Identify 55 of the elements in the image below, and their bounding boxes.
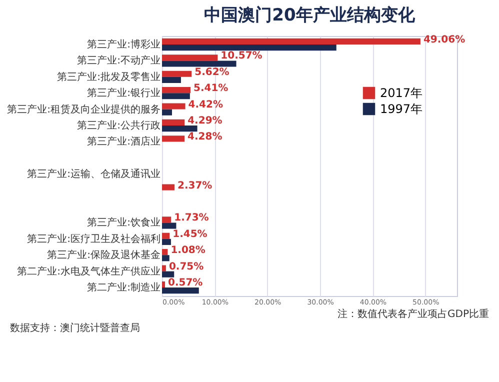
data-label: 1.45% xyxy=(172,228,208,240)
bar xyxy=(162,249,168,256)
y-tick-label: 第三产业:租赁及向企业提供的服务 xyxy=(7,103,160,116)
data-label: 0.57% xyxy=(168,277,203,288)
bar xyxy=(162,54,218,61)
data-label: 10.57% xyxy=(220,50,262,62)
y-tick-label: 第三产业:运输、仓储及通讯业 xyxy=(27,168,160,180)
data-label: 2.37% xyxy=(177,180,212,192)
y-tick-label: 第三产业:博彩业 xyxy=(87,38,160,51)
bar xyxy=(162,222,176,229)
y-tick-label: 第二产业:制造业 xyxy=(87,281,160,294)
bar xyxy=(162,184,174,190)
bar xyxy=(162,109,172,116)
y-tick-label: 第三产业:医疗卫生及社会福利 xyxy=(27,232,160,245)
data-label: 0.75% xyxy=(168,261,204,272)
bar xyxy=(162,70,192,77)
data-label: 1.08% xyxy=(170,245,206,256)
y-tick-label: 第三产业:酒店业 xyxy=(87,136,160,148)
chart-title: 中国澳门20年产业结构变化 xyxy=(204,5,416,26)
data-label: 4.42% xyxy=(188,99,223,110)
bar xyxy=(162,38,420,45)
y-tick-label: 第三产业:保险及退休基金 xyxy=(47,249,160,262)
bar xyxy=(162,60,236,67)
legend-label: 1997年 xyxy=(380,102,423,116)
bar xyxy=(162,238,171,245)
data-label: 49.06% xyxy=(423,34,466,46)
y-tick-label: 第三产业:饮食业 xyxy=(87,216,160,229)
bar xyxy=(162,93,190,100)
bar xyxy=(162,287,199,294)
data-label: 5.41% xyxy=(194,83,228,94)
legend-label: 2017年 xyxy=(380,86,423,100)
y-tick-label: 第二产业:水电及气体生产供应业 xyxy=(17,265,160,278)
bar xyxy=(162,136,185,142)
bar xyxy=(162,126,198,132)
y-tick-label: 第三产业:不动产业 xyxy=(77,54,160,67)
bar xyxy=(162,265,166,272)
bar xyxy=(162,76,181,83)
bar xyxy=(162,119,185,126)
bar xyxy=(162,44,336,51)
data-label: 4.29% xyxy=(188,115,222,126)
bar xyxy=(162,216,172,223)
data-label: 4.28% xyxy=(188,132,222,143)
bar xyxy=(162,87,190,94)
y-tick-label: 第三产业:银行业 xyxy=(87,87,160,100)
y-tick-label: 第三产业:批发及零售业 xyxy=(57,70,160,83)
y-tick-label: 第三产业:公共行政 xyxy=(77,120,160,132)
bar xyxy=(162,103,186,110)
data-label: 1.73% xyxy=(174,212,209,224)
bar xyxy=(162,271,174,278)
bar xyxy=(162,232,170,239)
bar xyxy=(162,255,170,262)
text: 注：数值代表各产业项占GDP比重 xyxy=(336,308,490,321)
bar xyxy=(162,281,166,288)
text: 数据支持：澳门统计暨普查局 xyxy=(9,322,141,335)
data-label: 5.62% xyxy=(194,66,230,78)
